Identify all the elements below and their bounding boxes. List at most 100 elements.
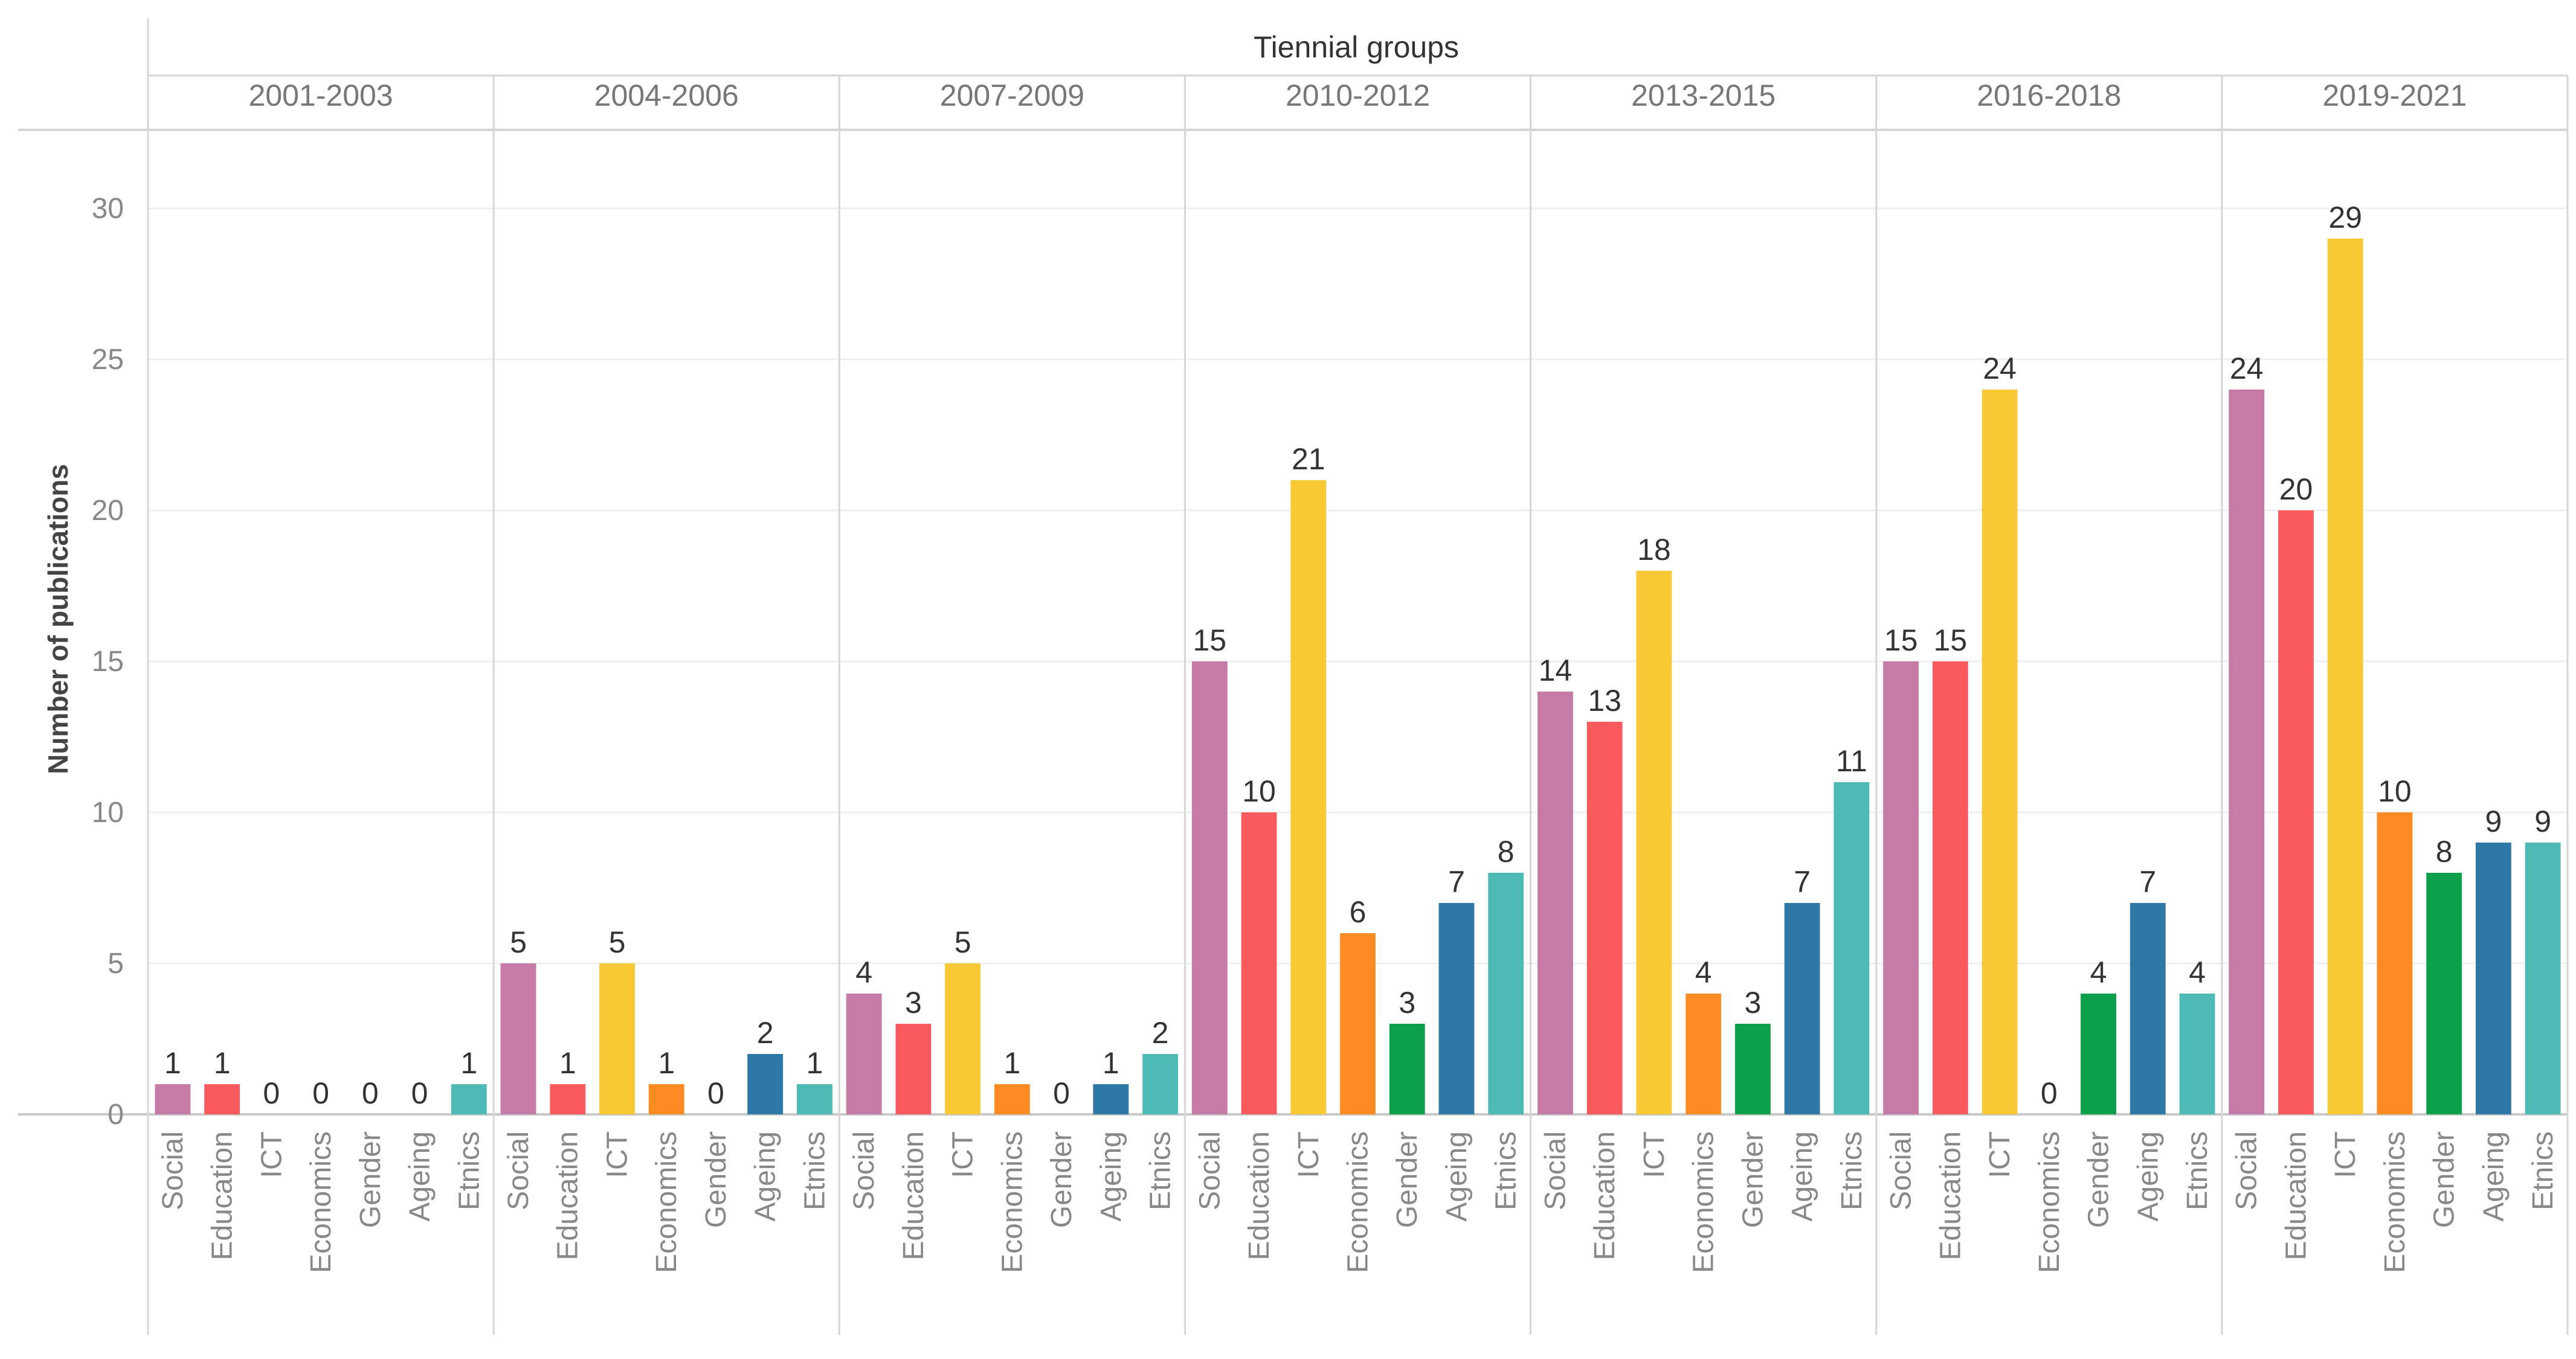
grid-layer [148, 207, 2568, 965]
category-label-ict: ICT [1293, 1131, 1325, 1178]
category-label-ict: ICT [1638, 1131, 1670, 1178]
bar-2007-2009-education[interactable] [895, 1024, 932, 1114]
data-label: 20 [2279, 472, 2313, 506]
data-label: 7 [2139, 865, 2156, 899]
bar-2004-2006-education[interactable] [550, 1084, 586, 1114]
bar-2004-2006-economics[interactable] [648, 1084, 684, 1114]
data-label: 11 [1836, 744, 1867, 778]
category-label-ageing: Ageing [1786, 1131, 1818, 1221]
bar-2019-2021-ict[interactable] [2327, 239, 2363, 1114]
bar-2019-2021-gender[interactable] [2426, 873, 2462, 1114]
category-label-education: Education [1243, 1131, 1275, 1261]
bar-2004-2006-social[interactable] [500, 963, 536, 1114]
chart-title: Tiennial groups [1254, 30, 1459, 64]
category-label-gender: Gender [2083, 1131, 2115, 1228]
y-axis-title: Number of publications [42, 464, 74, 774]
bar-2004-2006-etnics[interactable] [796, 1084, 832, 1114]
bar-2019-2021-economics[interactable] [2377, 812, 2413, 1114]
data-label: 15 [1934, 623, 1968, 657]
bar-2010-2012-education[interactable] [1241, 812, 1277, 1114]
bar-2016-2018-ict[interactable] [1982, 390, 2018, 1114]
category-label-etnics: Etnics [2182, 1131, 2214, 1210]
bar-2010-2012-economics[interactable] [1340, 933, 1376, 1114]
bar-2001-2003-etnics[interactable] [451, 1084, 487, 1114]
bar-2010-2012-ict[interactable] [1290, 480, 1327, 1114]
bar-2019-2021-education[interactable] [2278, 510, 2314, 1114]
bar-2013-2015-economics[interactable] [1686, 994, 1722, 1114]
bar-2010-2012-etnics[interactable] [1488, 873, 1524, 1114]
data-label: 8 [1498, 835, 1515, 869]
bar-2010-2012-ageing[interactable] [1438, 903, 1475, 1114]
data-label: 13 [1588, 684, 1621, 718]
bar-2013-2015-social[interactable] [1538, 692, 1573, 1114]
bar-2013-2015-ict[interactable] [1636, 571, 1672, 1114]
category-label-gender: Gender [2429, 1131, 2461, 1228]
category-label-etnics: Etnics [1836, 1131, 1868, 1210]
data-label: 9 [2485, 805, 2502, 838]
category-label-etnics: Etnics [1145, 1131, 1177, 1210]
bar-2004-2006-ageing[interactable] [747, 1054, 784, 1114]
bar-2013-2015-gender[interactable] [1734, 1024, 1771, 1114]
category-label-social: Social [1194, 1131, 1226, 1210]
category-label-social: Social [503, 1131, 535, 1210]
bar-2004-2006-ict[interactable] [599, 963, 635, 1114]
bar-2013-2015-education[interactable] [1586, 722, 1623, 1114]
bar-2019-2021-ageing[interactable] [2475, 843, 2511, 1114]
category-label-social: Social [848, 1131, 880, 1210]
data-label: 5 [955, 925, 971, 959]
bar-2016-2018-social[interactable] [1883, 661, 1919, 1114]
bar-2010-2012-social[interactable] [1191, 661, 1228, 1114]
category-label-economics: Economics [651, 1131, 683, 1273]
data-label: 0 [263, 1076, 280, 1110]
category-label-etnics: Etnics [799, 1131, 831, 1210]
category-label-social: Social [1885, 1131, 1918, 1210]
category-label-ageing: Ageing [2478, 1131, 2510, 1221]
bar-2001-2003-education[interactable] [204, 1084, 240, 1114]
y-tick-label: 5 [108, 948, 124, 980]
category-label-economics: Economics [996, 1131, 1028, 1273]
category-label-ageing: Ageing [1095, 1131, 1127, 1221]
bar-2001-2003-social[interactable] [155, 1084, 191, 1114]
y-tick-label: 15 [92, 646, 124, 678]
data-label: 2 [757, 1016, 774, 1050]
category-label-gender: Gender [1737, 1131, 1769, 1228]
bar-2019-2021-etnics[interactable] [2525, 843, 2561, 1114]
data-label: 1 [559, 1046, 576, 1080]
group-header-label: 2016-2018 [1977, 79, 2121, 112]
data-label: 8 [2436, 835, 2453, 869]
bar-2007-2009-economics[interactable] [994, 1084, 1030, 1114]
category-label-education: Education [1934, 1131, 1966, 1261]
category-label-gender: Gender [700, 1131, 732, 1228]
bar-2007-2009-ageing[interactable] [1093, 1084, 1129, 1114]
category-label-etnics: Etnics [1490, 1131, 1522, 1210]
bar-2019-2021-social[interactable] [2229, 390, 2265, 1114]
data-label: 1 [658, 1046, 675, 1080]
y-tick-label: 10 [92, 797, 124, 829]
category-label-etnics: Etnics [453, 1131, 485, 1210]
bar-2016-2018-ageing[interactable] [2130, 903, 2166, 1114]
bar-2007-2009-social[interactable] [846, 994, 882, 1114]
bar-2013-2015-etnics[interactable] [1834, 782, 1870, 1114]
category-label-education: Education [1589, 1131, 1621, 1261]
data-label: 5 [510, 925, 527, 959]
header-layer: Tiennial groups Number of publications [42, 30, 1459, 774]
bar-2016-2018-education[interactable] [1932, 661, 1968, 1114]
bar-2007-2009-ict[interactable] [945, 963, 981, 1114]
data-label: 15 [1193, 623, 1226, 657]
category-label-economics: Economics [2033, 1131, 2066, 1273]
bar-2010-2012-gender[interactable] [1389, 1024, 1425, 1114]
bar-2016-2018-gender[interactable] [2081, 994, 2116, 1114]
data-label: 7 [1794, 865, 1811, 899]
data-label: 1 [460, 1046, 477, 1080]
data-label: 1 [1103, 1046, 1119, 1080]
category-label-economics: Economics [2379, 1131, 2411, 1273]
data-label: 10 [1242, 774, 1276, 808]
bar-2016-2018-etnics[interactable] [2179, 994, 2215, 1114]
bar-2013-2015-ageing[interactable] [1784, 903, 1820, 1114]
bar-2007-2009-etnics[interactable] [1142, 1054, 1178, 1114]
category-label-ict: ICT [1984, 1131, 2016, 1178]
group-header-label: 2019-2021 [2322, 79, 2467, 112]
data-label: 18 [1637, 533, 1671, 567]
